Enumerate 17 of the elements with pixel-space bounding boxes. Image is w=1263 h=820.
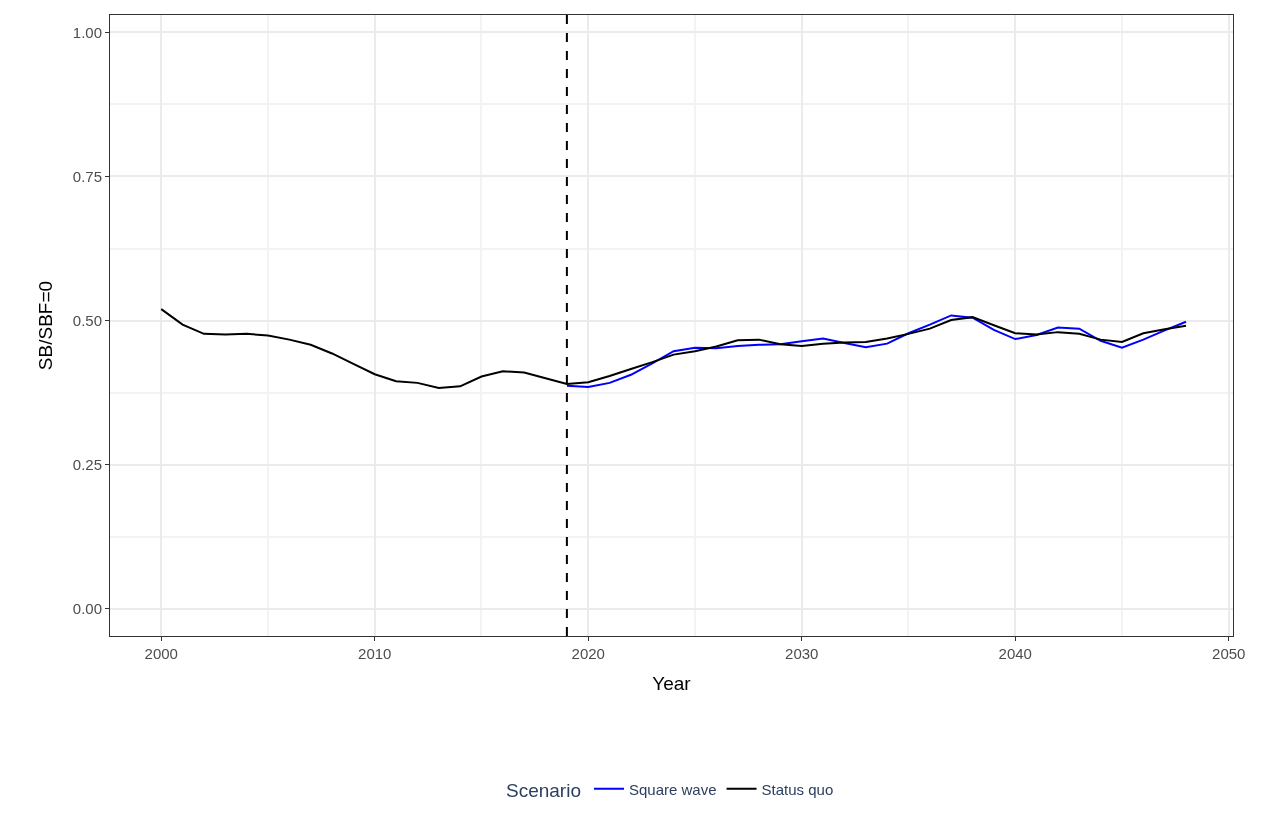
x-tick-label: 2030 <box>785 645 819 662</box>
x-tick-label: 2020 <box>571 645 605 662</box>
legend-title: Scenario <box>506 780 581 802</box>
x-axis-title: Year <box>652 672 692 694</box>
line-series <box>565 314 1188 388</box>
y-tick-label: 1.00 <box>72 23 102 41</box>
x-tick-label: 2010 <box>358 645 392 662</box>
x-tick-label: 2000 <box>144 645 178 662</box>
y-tick-label: 0.25 <box>72 456 102 473</box>
y-tick-label: 0.00 <box>72 600 102 618</box>
x-tick-label: 2050 <box>1212 645 1246 662</box>
x-tick-label: 2040 <box>998 645 1032 662</box>
legend-label: Square wave <box>629 780 717 798</box>
y-tick-label: 0.50 <box>72 311 102 329</box>
y-tick-label: 0.75 <box>72 167 102 185</box>
y-axis-title: SB/SBF=0 <box>34 280 56 371</box>
legend-label: Status quo <box>761 780 834 798</box>
